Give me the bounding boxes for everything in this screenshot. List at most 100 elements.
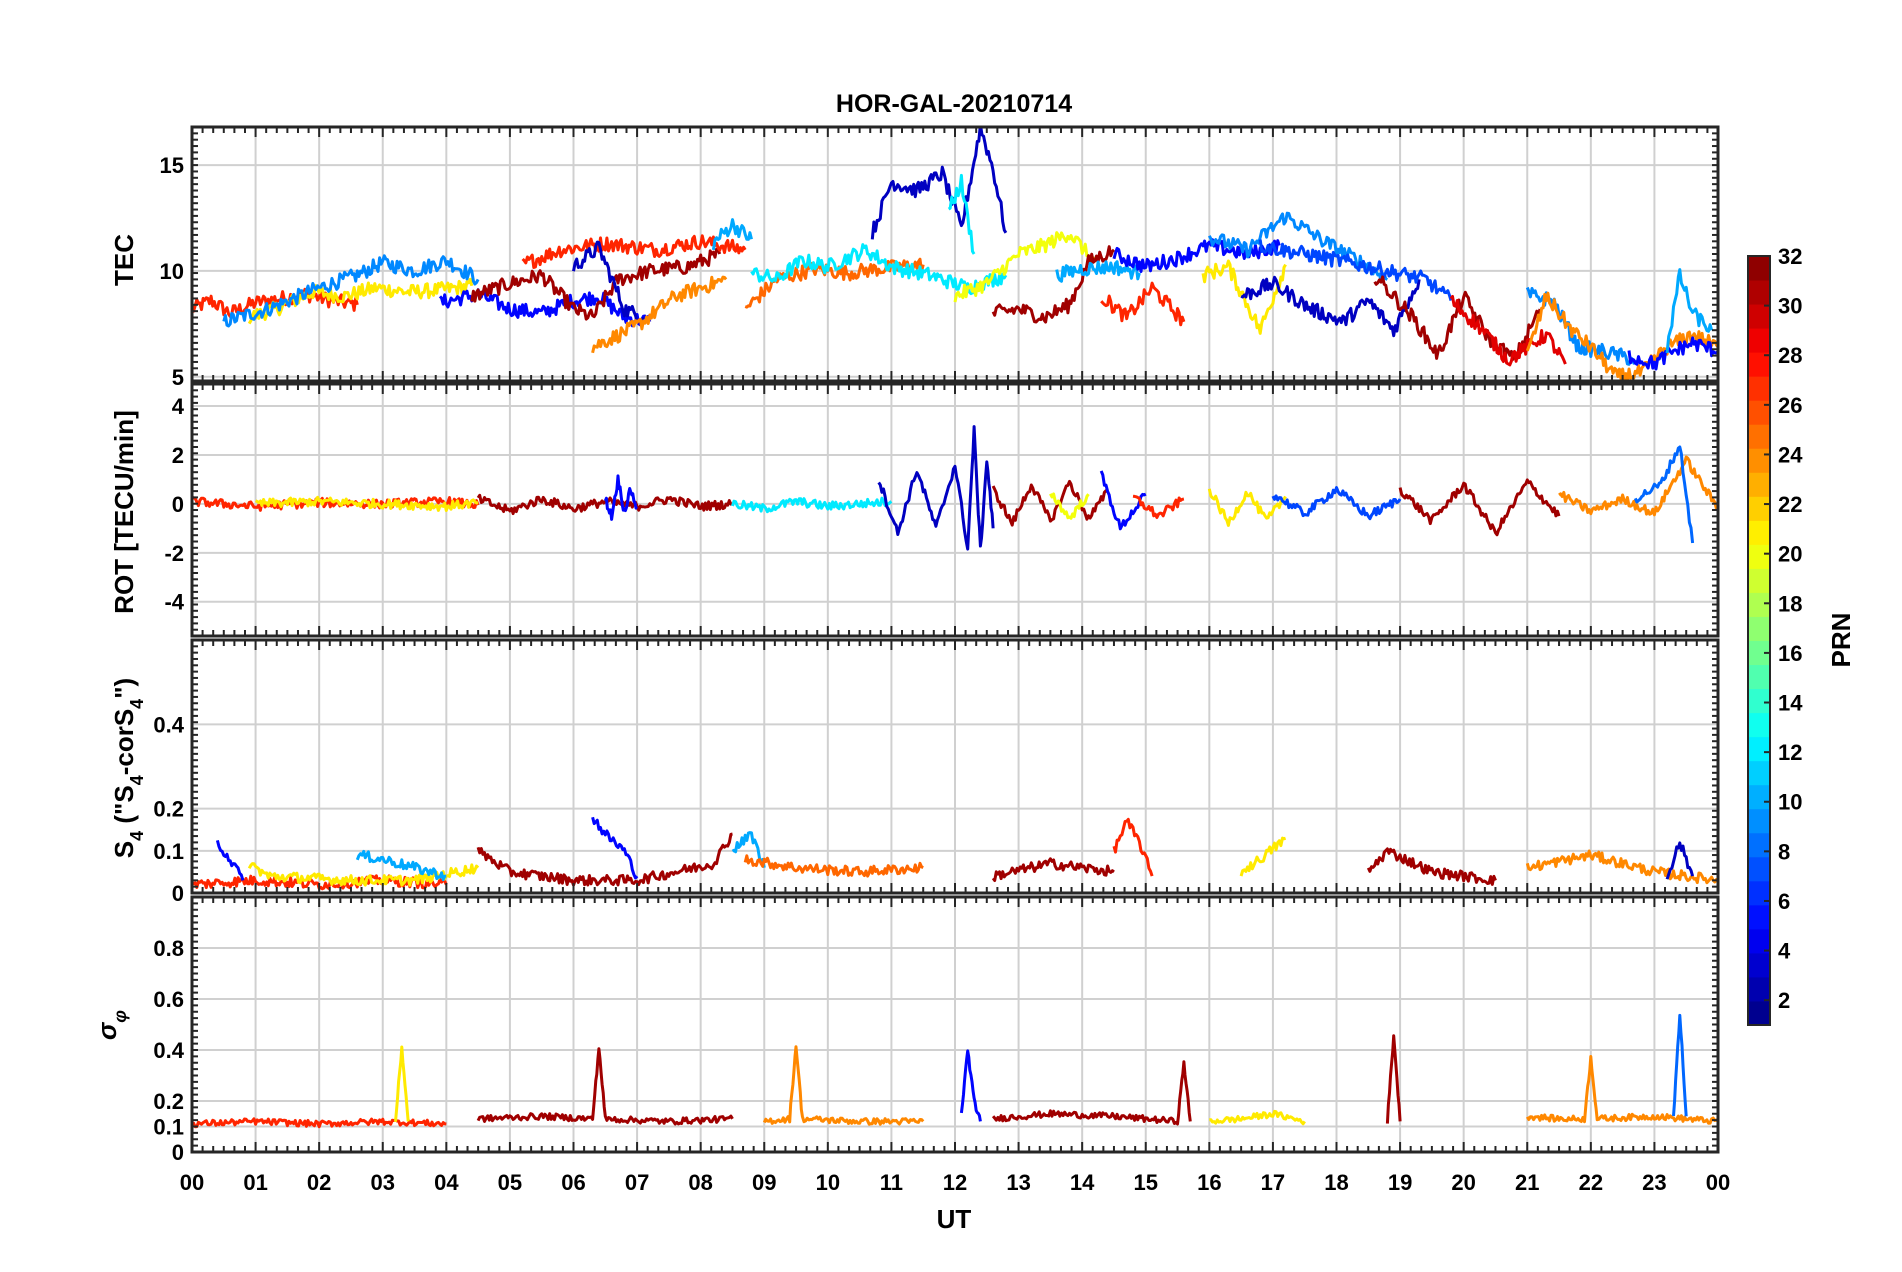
series-line-prn-31 <box>476 1047 734 1126</box>
colorbar-segment <box>1748 904 1770 930</box>
y-axis-label-s4: S4 ("S4-corS4") <box>109 678 147 858</box>
colorbar-tick-label: 26 <box>1778 393 1802 418</box>
series-line-prn-8 <box>1672 1013 1688 1117</box>
series-line-prn-29 <box>1449 294 1567 367</box>
colorbar-segment <box>1748 616 1770 641</box>
series-line-prn-3 <box>1240 275 1421 338</box>
series-line-prn-27 <box>1112 817 1154 877</box>
series-line-prn-27 <box>192 1117 447 1129</box>
series-line-prn-20 <box>953 231 1097 303</box>
chart-title: HOR-GAL-20210714 <box>836 90 1072 118</box>
y-tick-label: 4 <box>172 394 185 419</box>
colorbar-tick-label: 2 <box>1778 988 1790 1013</box>
series-line-prn-5 <box>1627 336 1718 371</box>
x-tick-label: 22 <box>1579 1170 1603 1195</box>
series-line-prn-5 <box>603 474 638 521</box>
colorbar-segment <box>1748 280 1770 305</box>
series-group <box>192 425 1718 551</box>
x-tick-label: 13 <box>1006 1170 1030 1195</box>
colorbar-tick-label: 10 <box>1778 790 1802 815</box>
series-line-prn-12 <box>947 173 976 255</box>
colorbar-tick-label: 24 <box>1778 442 1803 467</box>
colorbar-segment <box>1748 1000 1770 1026</box>
x-tick-label: 20 <box>1451 1170 1475 1195</box>
colorbar-segment <box>1748 856 1770 882</box>
y-tick-label: 15 <box>160 153 184 178</box>
colorbar-segment <box>1748 568 1770 593</box>
colorbar-segment <box>1748 520 1770 545</box>
series-line-prn-5 <box>591 816 639 880</box>
x-tick-label: 19 <box>1388 1170 1412 1195</box>
y-tick-label: 0.1 <box>153 1115 184 1140</box>
series-group <box>192 816 1718 891</box>
x-tick-label: 03 <box>371 1170 395 1195</box>
colorbar-tick-label: 16 <box>1778 641 1802 666</box>
colorbar-segment <box>1748 400 1770 425</box>
colorbar-tick-label: 6 <box>1778 889 1790 914</box>
y-tick-label: -2 <box>164 541 184 566</box>
x-tick-label: 15 <box>1134 1170 1158 1195</box>
series-line-prn-7 <box>1271 486 1402 521</box>
y-tick-label: 0 <box>172 1140 184 1165</box>
y-tick-label: 0.1 <box>153 839 184 864</box>
series-line-prn-10 <box>355 849 447 882</box>
series-line-prn-21 <box>254 495 479 512</box>
y-tick-label: 5 <box>172 365 184 390</box>
x-axis-label: UT <box>937 1204 972 1234</box>
series-line-prn-8 <box>1633 445 1695 544</box>
series-line-prn-31 <box>991 479 1109 527</box>
x-tick-label: 00 <box>1706 1170 1730 1195</box>
y-tick-label: 0 <box>172 881 184 906</box>
colorbar-segment <box>1748 808 1770 834</box>
series-line-prn-31 <box>476 832 733 887</box>
series-line-prn-7 <box>1258 239 1453 302</box>
colorbar-segment <box>1748 664 1770 690</box>
colorbar-tick-label: 20 <box>1778 542 1802 567</box>
panel-rot: -4 -2 0 2 4 <box>164 382 1720 638</box>
series-line-prn-5 <box>959 1049 982 1122</box>
colorbar-tick-label: 18 <box>1778 591 1802 616</box>
colorbar-segment <box>1748 880 1770 906</box>
x-tick-label: 04 <box>434 1170 459 1195</box>
y-tick-label: 0.8 <box>153 936 184 961</box>
series-line-prn-20 <box>1049 492 1090 520</box>
colorbar-segment <box>1748 304 1770 329</box>
series-line-prn-31 <box>1366 847 1497 886</box>
y-tick-label: 0 <box>172 492 184 517</box>
x-tick-label: 16 <box>1197 1170 1221 1195</box>
series-line-prn-5 <box>1099 470 1147 531</box>
series-line-prn-5 <box>215 840 245 881</box>
x-tick-label: 21 <box>1515 1170 1539 1195</box>
series-line-prn-31 <box>1385 1034 1402 1124</box>
colorbar-segment <box>1748 448 1770 473</box>
colorbar-segment <box>1748 688 1770 714</box>
series-line-prn-27 <box>1132 494 1185 519</box>
colorbar-segment <box>1748 736 1770 762</box>
series-line-prn-31 <box>991 1060 1192 1126</box>
colorbar-segment <box>1748 976 1770 1002</box>
series-line-prn-3 <box>572 240 645 324</box>
series-line-prn-10 <box>731 831 766 868</box>
colorbar-segment <box>1748 952 1770 978</box>
x-tick-label: 14 <box>1070 1170 1095 1195</box>
series-line-prn-21 <box>1239 836 1287 877</box>
series-line-prn-24 <box>1525 849 1718 885</box>
series-line-prn-24 <box>762 1045 925 1126</box>
y-tick-label: -4 <box>164 590 184 615</box>
colorbar-tick-label: 8 <box>1778 839 1790 864</box>
series-line-prn-21 <box>394 1045 410 1122</box>
series-line-prn-12 <box>731 496 893 514</box>
series-line-prn-27 <box>1100 281 1186 327</box>
colorbar-segment <box>1748 352 1770 377</box>
colorbar-segment <box>1748 256 1770 281</box>
y-tick-label: 0.4 <box>153 712 184 737</box>
y-tick-label: 0.2 <box>153 1089 184 1114</box>
series-line-prn-31 <box>470 247 722 321</box>
x-tick-label: 09 <box>752 1170 776 1195</box>
y-tick-label: 0.4 <box>153 1038 184 1063</box>
series-line-prn-10 <box>711 218 753 251</box>
colorbar-segment <box>1748 472 1770 497</box>
x-tick-label: 01 <box>243 1170 267 1195</box>
x-tick-label: 12 <box>943 1170 967 1195</box>
